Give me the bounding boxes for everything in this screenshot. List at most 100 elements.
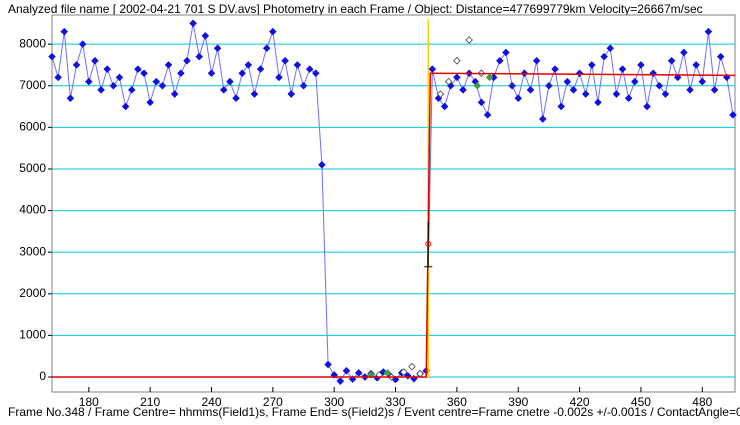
point xyxy=(220,86,228,94)
point xyxy=(637,61,645,69)
point xyxy=(557,102,565,111)
x-tick-label: 240 xyxy=(201,395,221,409)
point xyxy=(588,61,596,69)
y-tick-label: 8000 xyxy=(19,36,46,50)
point xyxy=(563,77,572,86)
point xyxy=(72,61,81,69)
y-tick-label: 6000 xyxy=(19,120,46,134)
point xyxy=(213,44,222,53)
point xyxy=(710,86,719,94)
point xyxy=(299,81,308,90)
point xyxy=(287,90,296,98)
point xyxy=(631,77,639,86)
y-tick-label: 7000 xyxy=(19,78,46,92)
point xyxy=(428,65,437,73)
point xyxy=(103,65,111,73)
point xyxy=(121,102,130,111)
point xyxy=(673,73,682,82)
point xyxy=(85,77,93,86)
point xyxy=(60,27,69,36)
point xyxy=(250,90,259,98)
point xyxy=(477,98,486,107)
y-tick-label: 2000 xyxy=(19,286,46,300)
point xyxy=(436,90,445,98)
caption: Frame No.348 / Frame Centre= hhmms(Field… xyxy=(8,405,740,419)
x-tick-label: 270 xyxy=(263,395,283,409)
point xyxy=(269,27,277,36)
point xyxy=(483,111,492,119)
point xyxy=(164,61,173,69)
point xyxy=(127,86,136,94)
point xyxy=(539,115,547,123)
point xyxy=(177,69,185,78)
point xyxy=(473,81,482,90)
point xyxy=(134,65,142,73)
point xyxy=(281,57,289,65)
point xyxy=(667,57,676,65)
point xyxy=(661,90,670,98)
y-tick-label: 3000 xyxy=(19,244,46,258)
event-point xyxy=(425,240,432,247)
point xyxy=(146,98,154,107)
point xyxy=(324,360,332,369)
x-tick-label: 300 xyxy=(324,395,344,409)
x-tick-label: 360 xyxy=(447,395,467,409)
point xyxy=(680,48,688,57)
x-tick-label: 390 xyxy=(508,395,528,409)
y-tick-label: 0 xyxy=(39,369,46,383)
y-tick-label: 5000 xyxy=(19,161,46,175)
point xyxy=(551,65,559,73)
point xyxy=(336,377,345,385)
x-tick-label: 450 xyxy=(631,395,651,409)
point xyxy=(195,52,203,61)
point xyxy=(698,77,707,86)
x-tick-label: 330 xyxy=(386,395,406,409)
point xyxy=(158,81,167,90)
point xyxy=(305,65,314,73)
point xyxy=(232,94,240,102)
point xyxy=(293,61,302,69)
point xyxy=(545,81,553,90)
point xyxy=(502,48,510,57)
point xyxy=(238,69,246,78)
point xyxy=(453,73,461,82)
point xyxy=(152,77,161,86)
x-tick-label: 480 xyxy=(692,395,712,409)
plot-area xyxy=(51,14,736,393)
x-tick-label: 180 xyxy=(79,395,99,409)
point xyxy=(91,57,99,65)
point xyxy=(97,86,105,94)
point xyxy=(729,111,737,119)
point xyxy=(453,57,461,65)
point xyxy=(170,90,179,98)
point xyxy=(465,36,473,44)
point xyxy=(600,52,608,61)
point xyxy=(624,94,633,102)
point xyxy=(716,52,725,61)
point xyxy=(275,73,283,82)
point xyxy=(78,40,87,48)
point xyxy=(496,57,504,65)
point xyxy=(643,102,651,111)
point xyxy=(508,81,516,90)
point xyxy=(256,65,265,73)
point xyxy=(207,69,216,78)
point xyxy=(440,102,449,111)
point xyxy=(526,86,535,94)
point xyxy=(692,61,700,69)
y-tick-label: 1000 xyxy=(19,328,46,342)
point xyxy=(201,32,210,40)
point xyxy=(354,369,363,377)
point xyxy=(532,57,541,65)
point xyxy=(612,90,621,98)
point xyxy=(704,27,713,36)
point xyxy=(54,73,62,82)
point xyxy=(459,86,467,94)
point xyxy=(686,86,694,94)
point xyxy=(342,367,351,375)
point xyxy=(569,86,578,94)
point xyxy=(183,57,191,65)
point xyxy=(140,69,148,78)
point xyxy=(226,77,234,86)
